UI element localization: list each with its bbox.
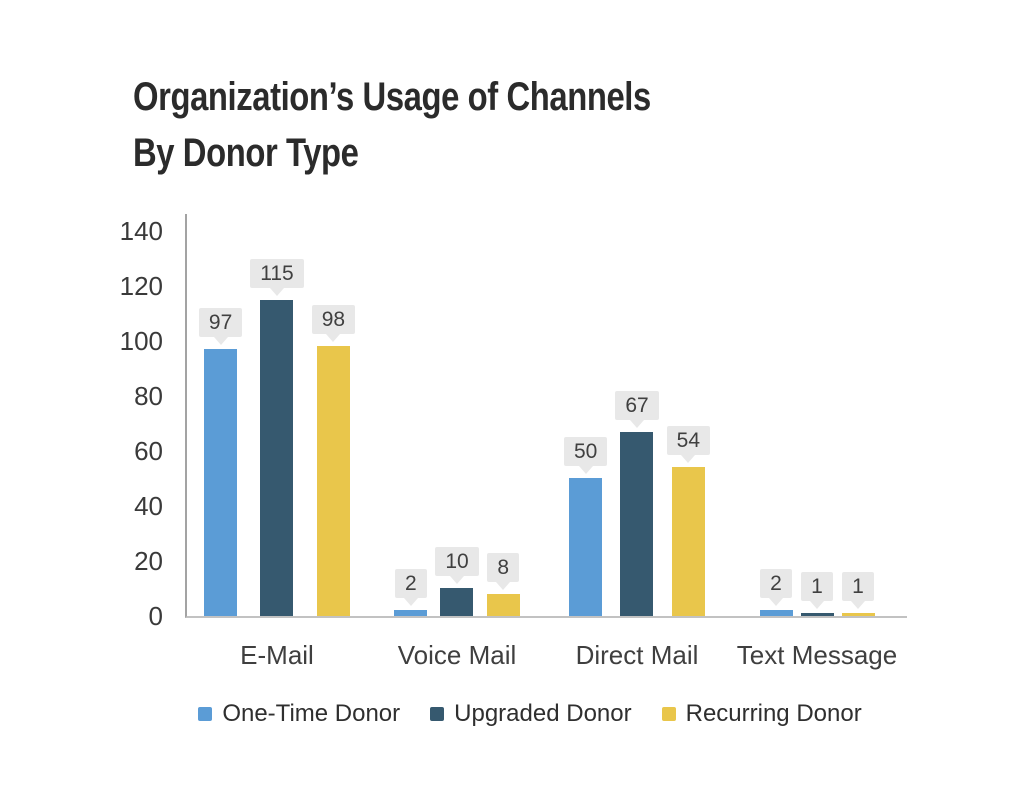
x-category-label: Text Message bbox=[736, 640, 898, 670]
bar-upgraded-email bbox=[260, 300, 294, 616]
bar-one-time-direct-mail bbox=[569, 478, 603, 616]
callout-tail-icon bbox=[810, 601, 824, 609]
data-label: 54 bbox=[666, 426, 711, 455]
bar-cell: 67 bbox=[615, 391, 659, 616]
y-tick-label: 140 bbox=[119, 216, 163, 246]
legend-item-one-time-donor: One-Time Donor bbox=[198, 700, 400, 728]
bar-cell: 2 bbox=[759, 569, 793, 616]
callout-tail-icon bbox=[629, 420, 644, 428]
bar-cell: 54 bbox=[666, 426, 711, 616]
data-label-callout: 10 bbox=[435, 547, 479, 584]
bar-cell: 1 bbox=[800, 572, 834, 616]
y-tick-label: 40 bbox=[134, 491, 163, 521]
y-tick-label: 100 bbox=[119, 326, 163, 356]
bar-upgraded-voice-mail bbox=[440, 588, 474, 616]
bar-recurring-text-message bbox=[841, 613, 875, 616]
bar-cell: 10 bbox=[435, 547, 479, 616]
legend-label: Upgraded Donor bbox=[454, 700, 632, 727]
callout-tail-icon bbox=[496, 582, 511, 590]
bar-one-time-voice-mail bbox=[394, 610, 428, 616]
data-label: 97 bbox=[198, 308, 243, 337]
data-label: 115 bbox=[250, 259, 304, 288]
legend-swatch-icon bbox=[661, 707, 676, 721]
bar-recurring-voice-mail bbox=[486, 594, 520, 616]
data-label: 67 bbox=[615, 391, 659, 420]
bar-recurring-direct-mail bbox=[671, 467, 705, 616]
data-label: 2 bbox=[394, 569, 427, 598]
bar-one-time-text-message bbox=[759, 610, 793, 616]
callout-tail-icon bbox=[403, 598, 418, 606]
bar-cell: 97 bbox=[198, 308, 243, 616]
bar-cell: 98 bbox=[311, 305, 356, 616]
y-tick-label: 120 bbox=[119, 271, 163, 301]
legend-swatch-icon bbox=[198, 707, 213, 721]
data-label-callout: 1 bbox=[842, 572, 874, 609]
chart-title: Organization’s Usage of Channels By Dono… bbox=[133, 74, 651, 175]
bar-groups: 97 115 98 bbox=[187, 214, 907, 616]
callout-tail-icon bbox=[213, 337, 228, 345]
bar-cell: 2 bbox=[394, 569, 428, 616]
data-label-callout: 50 bbox=[563, 437, 608, 474]
x-category-label: Voice Mail bbox=[397, 640, 517, 670]
callout-tail-icon bbox=[681, 455, 696, 463]
callout-tail-icon bbox=[769, 598, 783, 606]
x-category-label: E-Mail bbox=[240, 640, 314, 670]
legend-label: One-Time Donor bbox=[222, 700, 401, 727]
bar-upgraded-text-message bbox=[800, 613, 834, 616]
data-label-callout: 2 bbox=[394, 569, 427, 606]
bar-one-time-email bbox=[204, 349, 238, 616]
y-tick-label: 20 bbox=[134, 546, 163, 576]
bar-recurring-email bbox=[316, 346, 350, 616]
y-tick-label: 60 bbox=[134, 436, 163, 466]
bar-cell: 8 bbox=[486, 553, 520, 616]
data-label-callout: 2 bbox=[760, 569, 792, 606]
y-tick-label: 0 bbox=[148, 601, 163, 631]
data-label-callout: 97 bbox=[198, 308, 243, 345]
data-label: 98 bbox=[311, 305, 356, 334]
legend-item-upgraded-donor: Upgraded Donor bbox=[430, 700, 632, 728]
data-label-callout: 54 bbox=[666, 426, 711, 463]
callout-tail-icon bbox=[851, 601, 865, 609]
callout-tail-icon bbox=[578, 466, 593, 474]
x-category-label: Direct Mail bbox=[575, 640, 699, 670]
data-label-callout: 1 bbox=[801, 572, 833, 609]
bar-cell: 1 bbox=[841, 572, 875, 616]
y-axis: 140 120 100 80 60 40 20 0 bbox=[99, 214, 171, 629]
data-label: 8 bbox=[487, 553, 520, 582]
legend-label: Recurring Donor bbox=[685, 700, 862, 727]
plot-area: 140 120 100 80 60 40 20 0 97 11 bbox=[120, 214, 907, 670]
bar-group-text-message: 2 1 1 bbox=[727, 214, 907, 616]
callout-tail-icon bbox=[326, 334, 341, 342]
legend-item-recurring-donor: Recurring Donor bbox=[661, 700, 862, 728]
data-label-callout: 115 bbox=[250, 259, 304, 296]
data-label: 1 bbox=[801, 572, 833, 601]
legend-swatch-icon bbox=[430, 707, 445, 721]
bar-upgraded-direct-mail bbox=[620, 432, 654, 616]
data-label-callout: 8 bbox=[487, 553, 520, 590]
y-tick-label: 80 bbox=[134, 381, 163, 411]
callout-tail-icon bbox=[449, 576, 464, 584]
x-axis: E-Mail Voice Mail Direct Mail Text Messa… bbox=[187, 640, 907, 671]
data-label: 1 bbox=[842, 572, 874, 601]
data-label: 50 bbox=[563, 437, 608, 466]
data-label-callout: 67 bbox=[615, 391, 659, 428]
data-label: 2 bbox=[760, 569, 792, 598]
data-label-callout: 98 bbox=[311, 305, 356, 342]
bar-cell: 115 bbox=[250, 259, 304, 616]
bar-group-voice-mail: 2 10 8 bbox=[367, 214, 547, 616]
bar-group-direct-mail: 50 67 54 bbox=[547, 214, 727, 616]
legend: One-Time Donor Upgraded Donor Recurring … bbox=[150, 700, 910, 728]
data-label: 10 bbox=[435, 547, 479, 576]
bar-group-email: 97 115 98 bbox=[187, 214, 367, 616]
callout-tail-icon bbox=[269, 288, 284, 296]
bar-cell: 50 bbox=[563, 437, 608, 616]
